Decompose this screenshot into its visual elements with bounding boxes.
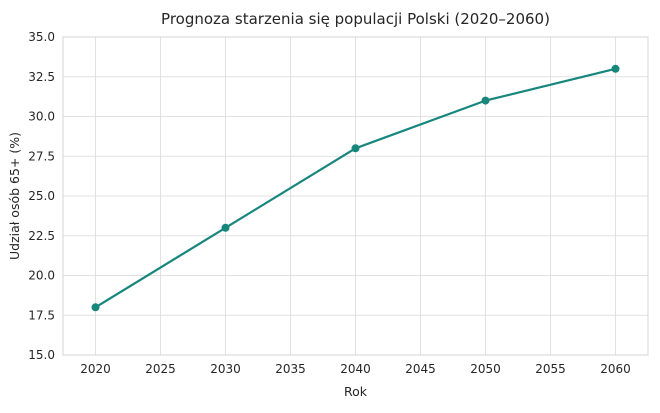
y-tick-label: 27.5 [28,149,55,163]
y-tick-label: 15.0 [28,348,55,362]
x-tick-label: 2020 [80,362,111,376]
y-tick-label: 30.0 [28,110,55,124]
data-point-marker [351,144,360,153]
x-axis-label: Rok [344,384,368,399]
grid-layer [63,36,648,356]
x-tick-label: 2035 [275,362,306,376]
data-point-marker [221,223,230,232]
x-tick-label: 2040 [340,362,371,376]
data-point-marker [481,96,490,105]
y-tick-label: 17.5 [28,308,55,322]
x-tick-label: 2060 [600,362,631,376]
data-point-marker [91,303,100,312]
y-tick-label: 20.0 [28,269,55,283]
x-tick-label: 2050 [470,362,501,376]
plot-border [62,36,649,356]
x-tick-label: 2045 [405,362,436,376]
data-point-marker [611,64,620,73]
chart-title: Prognoza starzenia się populacji Polski … [161,10,550,28]
series-layer [91,64,620,312]
y-tick-label: 35.0 [28,30,55,44]
y-tick-label: 25.0 [28,189,55,203]
x-tick-label: 2055 [535,362,566,376]
y-tick-label: 32.5 [28,70,55,84]
x-tick-label: 2030 [210,362,241,376]
x-tick-label: 2025 [145,362,176,376]
y-tick-label: 22.5 [28,229,55,243]
y-axis-label: Udział osób 65+ (%) [7,132,22,260]
tick-layer: 2020 2025 2030 2035 2040 2045 2050 2055 2060 15.0… [28,30,630,376]
